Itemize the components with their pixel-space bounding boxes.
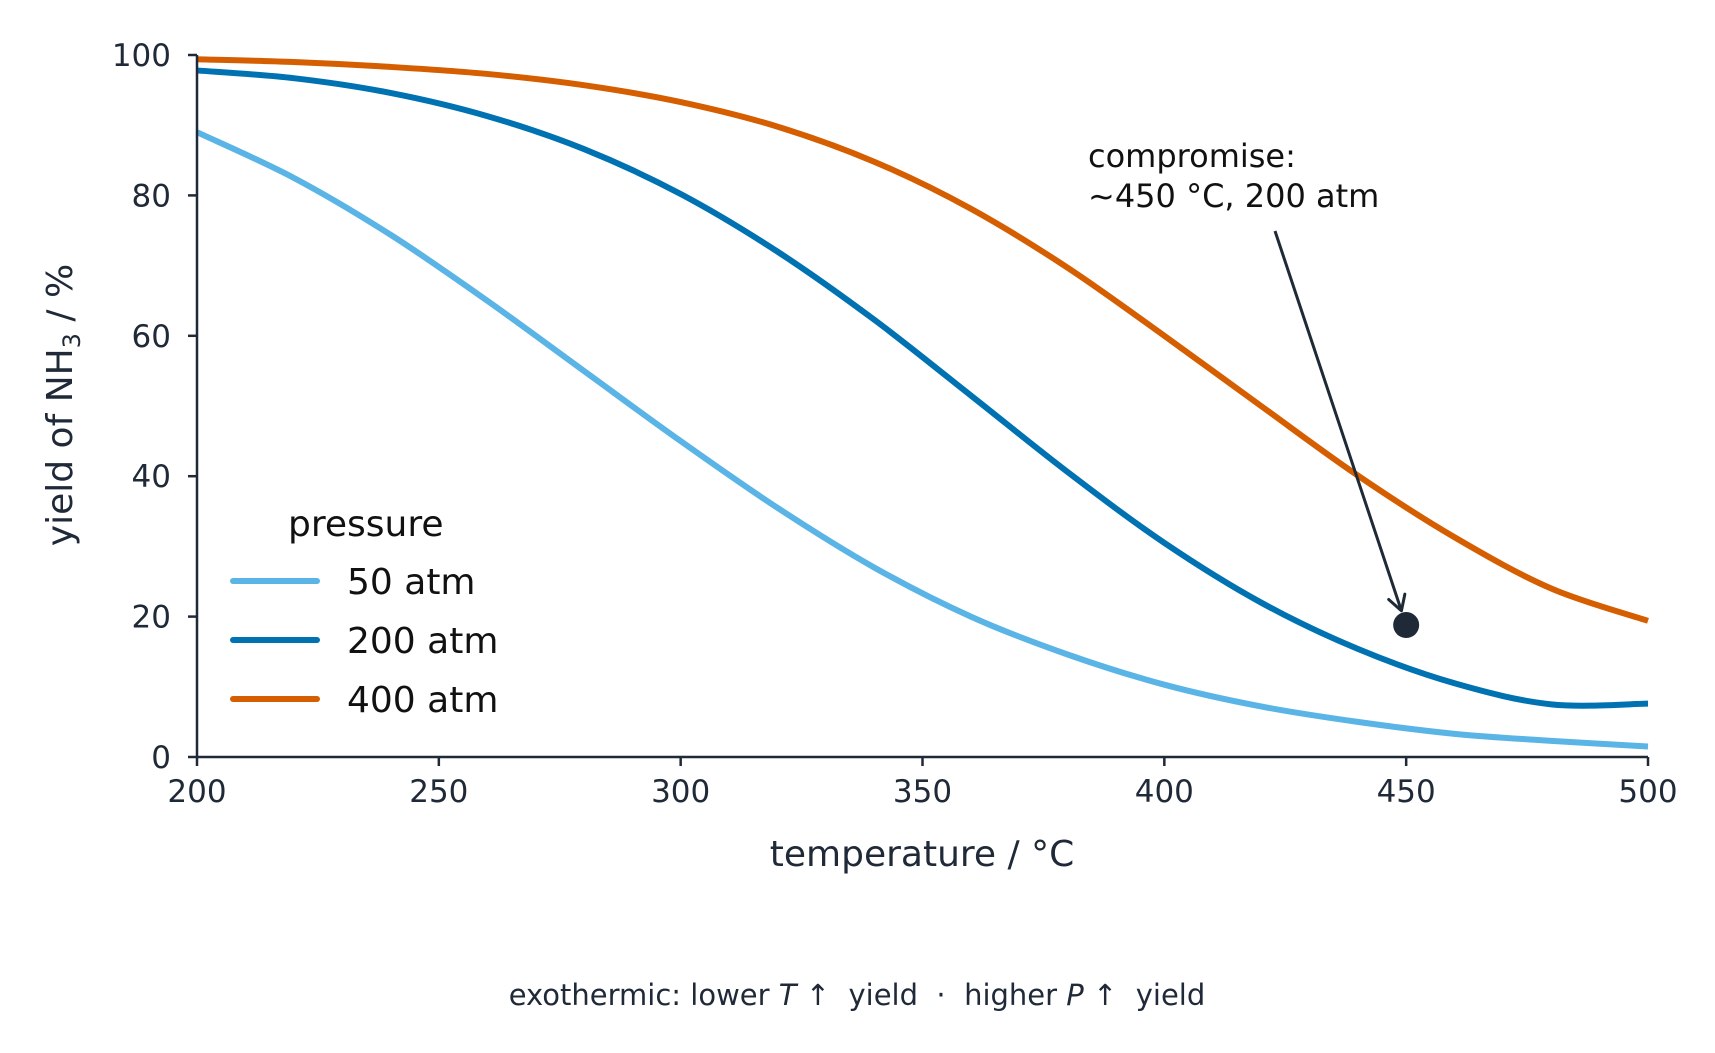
series-line-200-atm bbox=[196, 67, 1649, 709]
y-axis-title: yield of NH3 / % bbox=[40, 264, 86, 546]
legend-entry-50-atm: 50 atm bbox=[230, 562, 476, 603]
x-tick-label: 300 bbox=[651, 774, 710, 810]
x-axis-title: temperature / °C bbox=[770, 834, 1074, 875]
footnote: exothermic: lower T ↑ yield · higher P ↑… bbox=[509, 978, 1206, 1012]
annotation-arrowhead bbox=[1387, 592, 1407, 613]
y-tick-label: 40 bbox=[132, 459, 171, 495]
legend-entry-200-atm: 200 atm bbox=[230, 621, 498, 662]
annotation-arrow bbox=[1273, 230, 1403, 612]
series-line-400-atm bbox=[196, 56, 1649, 624]
legend-label-400-atm: 400 atm bbox=[347, 680, 498, 721]
series-line-50-atm bbox=[195, 129, 1649, 750]
y-tick-label: 60 bbox=[132, 319, 171, 355]
tick-marks-and-labels: 200 250 300 350 400 450 500 0 20 40 60 80 100 bbox=[112, 38, 1678, 810]
x-tick-label: 350 bbox=[893, 774, 952, 810]
legend-label-200-atm: 200 atm bbox=[347, 621, 498, 662]
y-tick-label: 80 bbox=[132, 178, 171, 214]
annotation-line-2: ~450 °C, 200 atm bbox=[1088, 177, 1379, 215]
y-tick-label: 100 bbox=[112, 38, 171, 74]
x-tick-label: 450 bbox=[1377, 774, 1436, 810]
y-tick-label: 0 bbox=[151, 740, 171, 776]
series-layer bbox=[195, 56, 1649, 750]
legend: pressure 50 atm 200 atm 400 atm bbox=[230, 504, 498, 721]
x-tick-label: 500 bbox=[1618, 774, 1677, 810]
legend-label-50-atm: 50 atm bbox=[347, 562, 476, 603]
compromise-point-marker bbox=[1393, 612, 1420, 639]
x-tick-label: 400 bbox=[1135, 774, 1194, 810]
x-tick-label: 200 bbox=[167, 774, 226, 810]
y-tick-label: 20 bbox=[132, 600, 171, 636]
legend-entry-400-atm: 400 atm bbox=[230, 680, 498, 721]
x-tick-label: 250 bbox=[409, 774, 468, 810]
legend-title: pressure bbox=[288, 504, 444, 545]
compromise-annotation: compromise: ~450 °C, 200 atm bbox=[1088, 137, 1420, 639]
annotation-line-1: compromise: bbox=[1088, 137, 1296, 175]
